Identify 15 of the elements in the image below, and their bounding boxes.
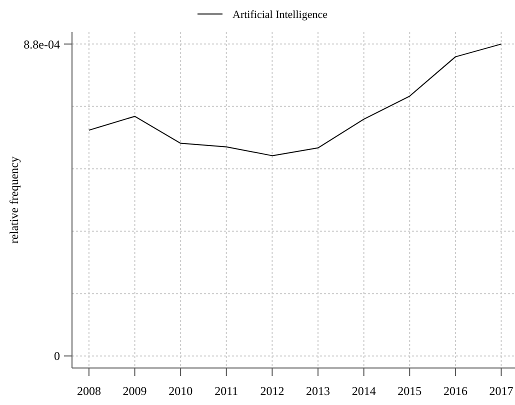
y-tick-label: 0 xyxy=(54,349,60,364)
line-series xyxy=(88,44,502,156)
x-tick-label: 2011 xyxy=(214,384,238,398)
y-tick-label: 8.8e-04 xyxy=(24,37,60,52)
y-axis-title: relative frequency xyxy=(7,156,21,244)
x-tick-label: 2012 xyxy=(260,384,284,398)
x-tick-label: 2017 xyxy=(489,384,514,398)
x-tick-label: 2008 xyxy=(76,384,101,398)
x-tick-label: 2016 xyxy=(443,384,468,398)
x-tick-label: 2013 xyxy=(306,384,330,398)
x-tick-label: 2015 xyxy=(398,384,422,398)
x-tick-label: 2009 xyxy=(122,384,147,398)
x-tick-label: 2014 xyxy=(352,384,376,398)
x-tick-label: 2010 xyxy=(168,384,193,398)
legend-label: Artificial Intelligence xyxy=(232,8,328,21)
